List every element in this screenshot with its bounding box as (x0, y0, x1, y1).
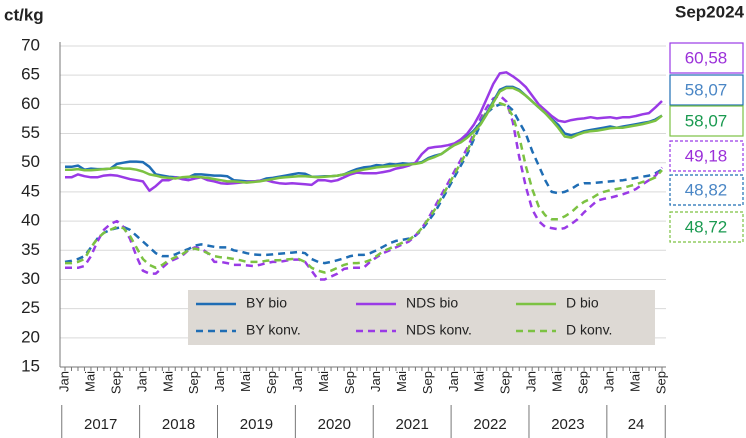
x-tick-label: Sep (653, 371, 668, 394)
legend-label: BY konv. (246, 322, 301, 338)
x-tick-label: Jan (134, 371, 149, 392)
x-tick-label: Jan (212, 371, 227, 392)
year-label: 2020 (318, 416, 351, 433)
series-line (65, 86, 663, 184)
end-label-box (669, 140, 744, 172)
legend-box (188, 290, 655, 345)
legend-label: D konv. (566, 322, 612, 338)
y-tick-label: 50 (21, 152, 40, 171)
x-tick-label: Mai (238, 371, 253, 392)
legend-label: NDS bio (406, 295, 458, 311)
x-tick-label: Sep (576, 371, 591, 394)
legend-label: BY bio (246, 295, 287, 311)
y-axis-label: ct/kg (4, 5, 44, 24)
series-line (65, 101, 663, 274)
annotation: Sep2024 (675, 2, 745, 21)
x-tick-label: Mai (472, 371, 487, 392)
end-label: 48,82 (685, 180, 728, 199)
y-tick-label: 65 (21, 65, 40, 84)
series-line (65, 71, 663, 192)
x-tick-label: Mai (627, 371, 642, 392)
year-label: 2022 (473, 416, 506, 433)
x-tick-label: Mai (394, 371, 409, 392)
x-tick-label: Jan (290, 371, 305, 392)
year-label: 24 (628, 416, 645, 433)
legend-label: NDS konv. (406, 322, 472, 338)
y-tick-label: 35 (21, 240, 40, 259)
x-tick-label: Sep (108, 371, 123, 394)
end-label: 49,18 (685, 146, 728, 165)
y-tick-label: 70 (21, 35, 40, 54)
y-tick-label: 60 (21, 94, 40, 113)
end-label-box (669, 211, 744, 243)
end-label-box (669, 42, 744, 74)
y-tick-label: 45 (21, 181, 40, 200)
end-label: 58,07 (685, 111, 728, 130)
end-label-box (669, 174, 744, 206)
x-tick-label: Sep (498, 371, 513, 394)
end-label-box (669, 105, 744, 137)
x-tick-label: Sep (186, 371, 201, 394)
legend-label: D bio (566, 295, 599, 311)
series-line (65, 85, 663, 183)
year-label: 2019 (240, 416, 273, 433)
end-label: 58,07 (685, 80, 728, 99)
y-tick-label: 55 (21, 123, 40, 142)
x-tick-label: Jan (56, 371, 71, 392)
series-line (65, 94, 663, 281)
y-tick-label: 25 (21, 298, 40, 317)
x-tick-label: Mai (82, 371, 97, 392)
year-label: 2017 (84, 416, 117, 433)
y-tick-label: 40 (21, 211, 40, 230)
x-tick-label: Jan (524, 371, 539, 392)
end-label-box (669, 74, 744, 106)
x-tick-label: Sep (342, 371, 357, 394)
x-tick-label: Mai (550, 371, 565, 392)
x-tick-label: Mai (160, 371, 175, 392)
x-tick-label: Sep (420, 371, 435, 394)
x-tick-label: Jan (368, 371, 383, 392)
y-tick-label: 15 (21, 356, 40, 375)
year-label: 2023 (551, 416, 584, 433)
series-line (64, 103, 663, 265)
end-label: 48,72 (685, 217, 728, 236)
year-label: 2018 (162, 416, 195, 433)
x-tick-label: Sep (264, 371, 279, 394)
end-label: 60,58 (685, 48, 728, 67)
x-tick-label: Mai (316, 371, 331, 392)
y-tick-label: 30 (21, 269, 40, 288)
x-tick-label: Jan (602, 371, 617, 392)
x-tick-label: Jan (446, 371, 461, 392)
year-label: 2021 (395, 416, 428, 433)
y-tick-label: 20 (21, 327, 40, 346)
